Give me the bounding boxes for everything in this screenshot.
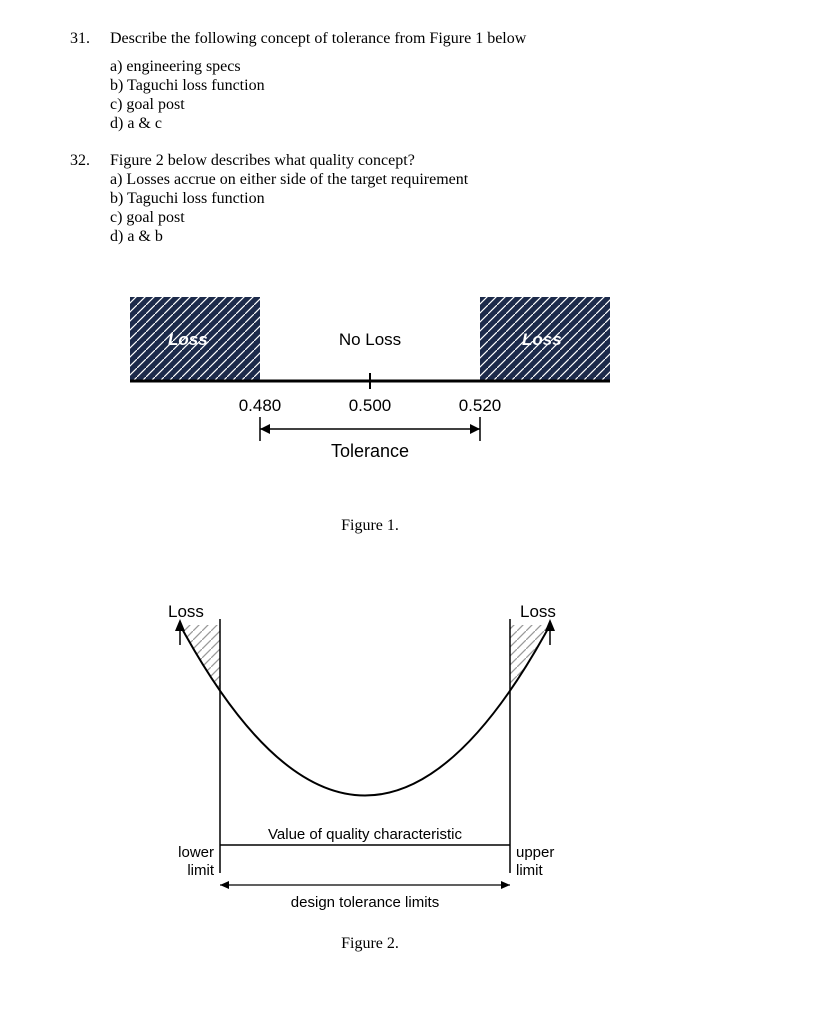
option-a: a) engineering specs — [110, 58, 752, 76]
svg-text:No Loss: No Loss — [339, 330, 401, 349]
question-number: 32. — [70, 152, 110, 247]
option-b: b) Taguchi loss function — [110, 190, 752, 208]
option-c: c) goal post — [110, 209, 752, 227]
question-31: 31. Describe the following concept of to… — [70, 30, 752, 134]
question-options: a) engineering specs b) Taguchi loss fun… — [110, 58, 752, 133]
svg-text:Loss: Loss — [520, 602, 556, 621]
svg-text:Loss: Loss — [168, 330, 208, 349]
svg-text:0.520: 0.520 — [459, 396, 502, 415]
svg-text:0.500: 0.500 — [349, 396, 392, 415]
svg-text:limit: limit — [516, 862, 543, 879]
svg-text:Tolerance: Tolerance — [331, 441, 409, 461]
option-b: b) Taguchi loss function — [110, 77, 752, 95]
option-a: a) Losses accrue on either side of the t… — [110, 171, 752, 189]
option-d: d) a & c — [110, 115, 752, 133]
option-d: d) a & b — [110, 228, 752, 246]
svg-text:upper: upper — [516, 844, 554, 861]
svg-text:design tolerance limits: design tolerance limits — [291, 894, 439, 911]
svg-text:Value of quality characteristi: Value of quality characteristic — [268, 826, 462, 843]
figure-1-svg: Loss Loss No Loss 0.480 0.500 0.520 Tolerance — [110, 287, 630, 517]
question-number: 31. — [70, 30, 110, 134]
question-stem: Describe the following concept of tolera… — [110, 30, 752, 48]
figure-1-caption: Figure 1. — [110, 517, 630, 535]
figure-2-caption: Figure 2. — [130, 935, 610, 953]
svg-text:lower: lower — [178, 844, 214, 861]
svg-text:Loss: Loss — [522, 330, 562, 349]
svg-text:limit: limit — [187, 862, 214, 879]
option-c: c) goal post — [110, 96, 752, 114]
figure-2-svg: Loss Loss Value of quality characteristic l… — [130, 595, 610, 925]
question-stem: Figure 2 below describes what quality co… — [110, 152, 752, 170]
question-32: 32. Figure 2 below describes what qualit… — [70, 152, 752, 247]
question-options: a) Losses accrue on either side of the t… — [110, 171, 752, 246]
question-body: Figure 2 below describes what quality co… — [110, 152, 752, 247]
svg-text:0.480: 0.480 — [239, 396, 282, 415]
question-body: Describe the following concept of tolera… — [110, 30, 752, 134]
figure-2: Loss Loss Value of quality characteristic l… — [130, 595, 752, 953]
svg-text:Loss: Loss — [168, 602, 204, 621]
figure-1: LossLossNo Loss0.4800.5000.520Tolerance … — [110, 287, 752, 535]
